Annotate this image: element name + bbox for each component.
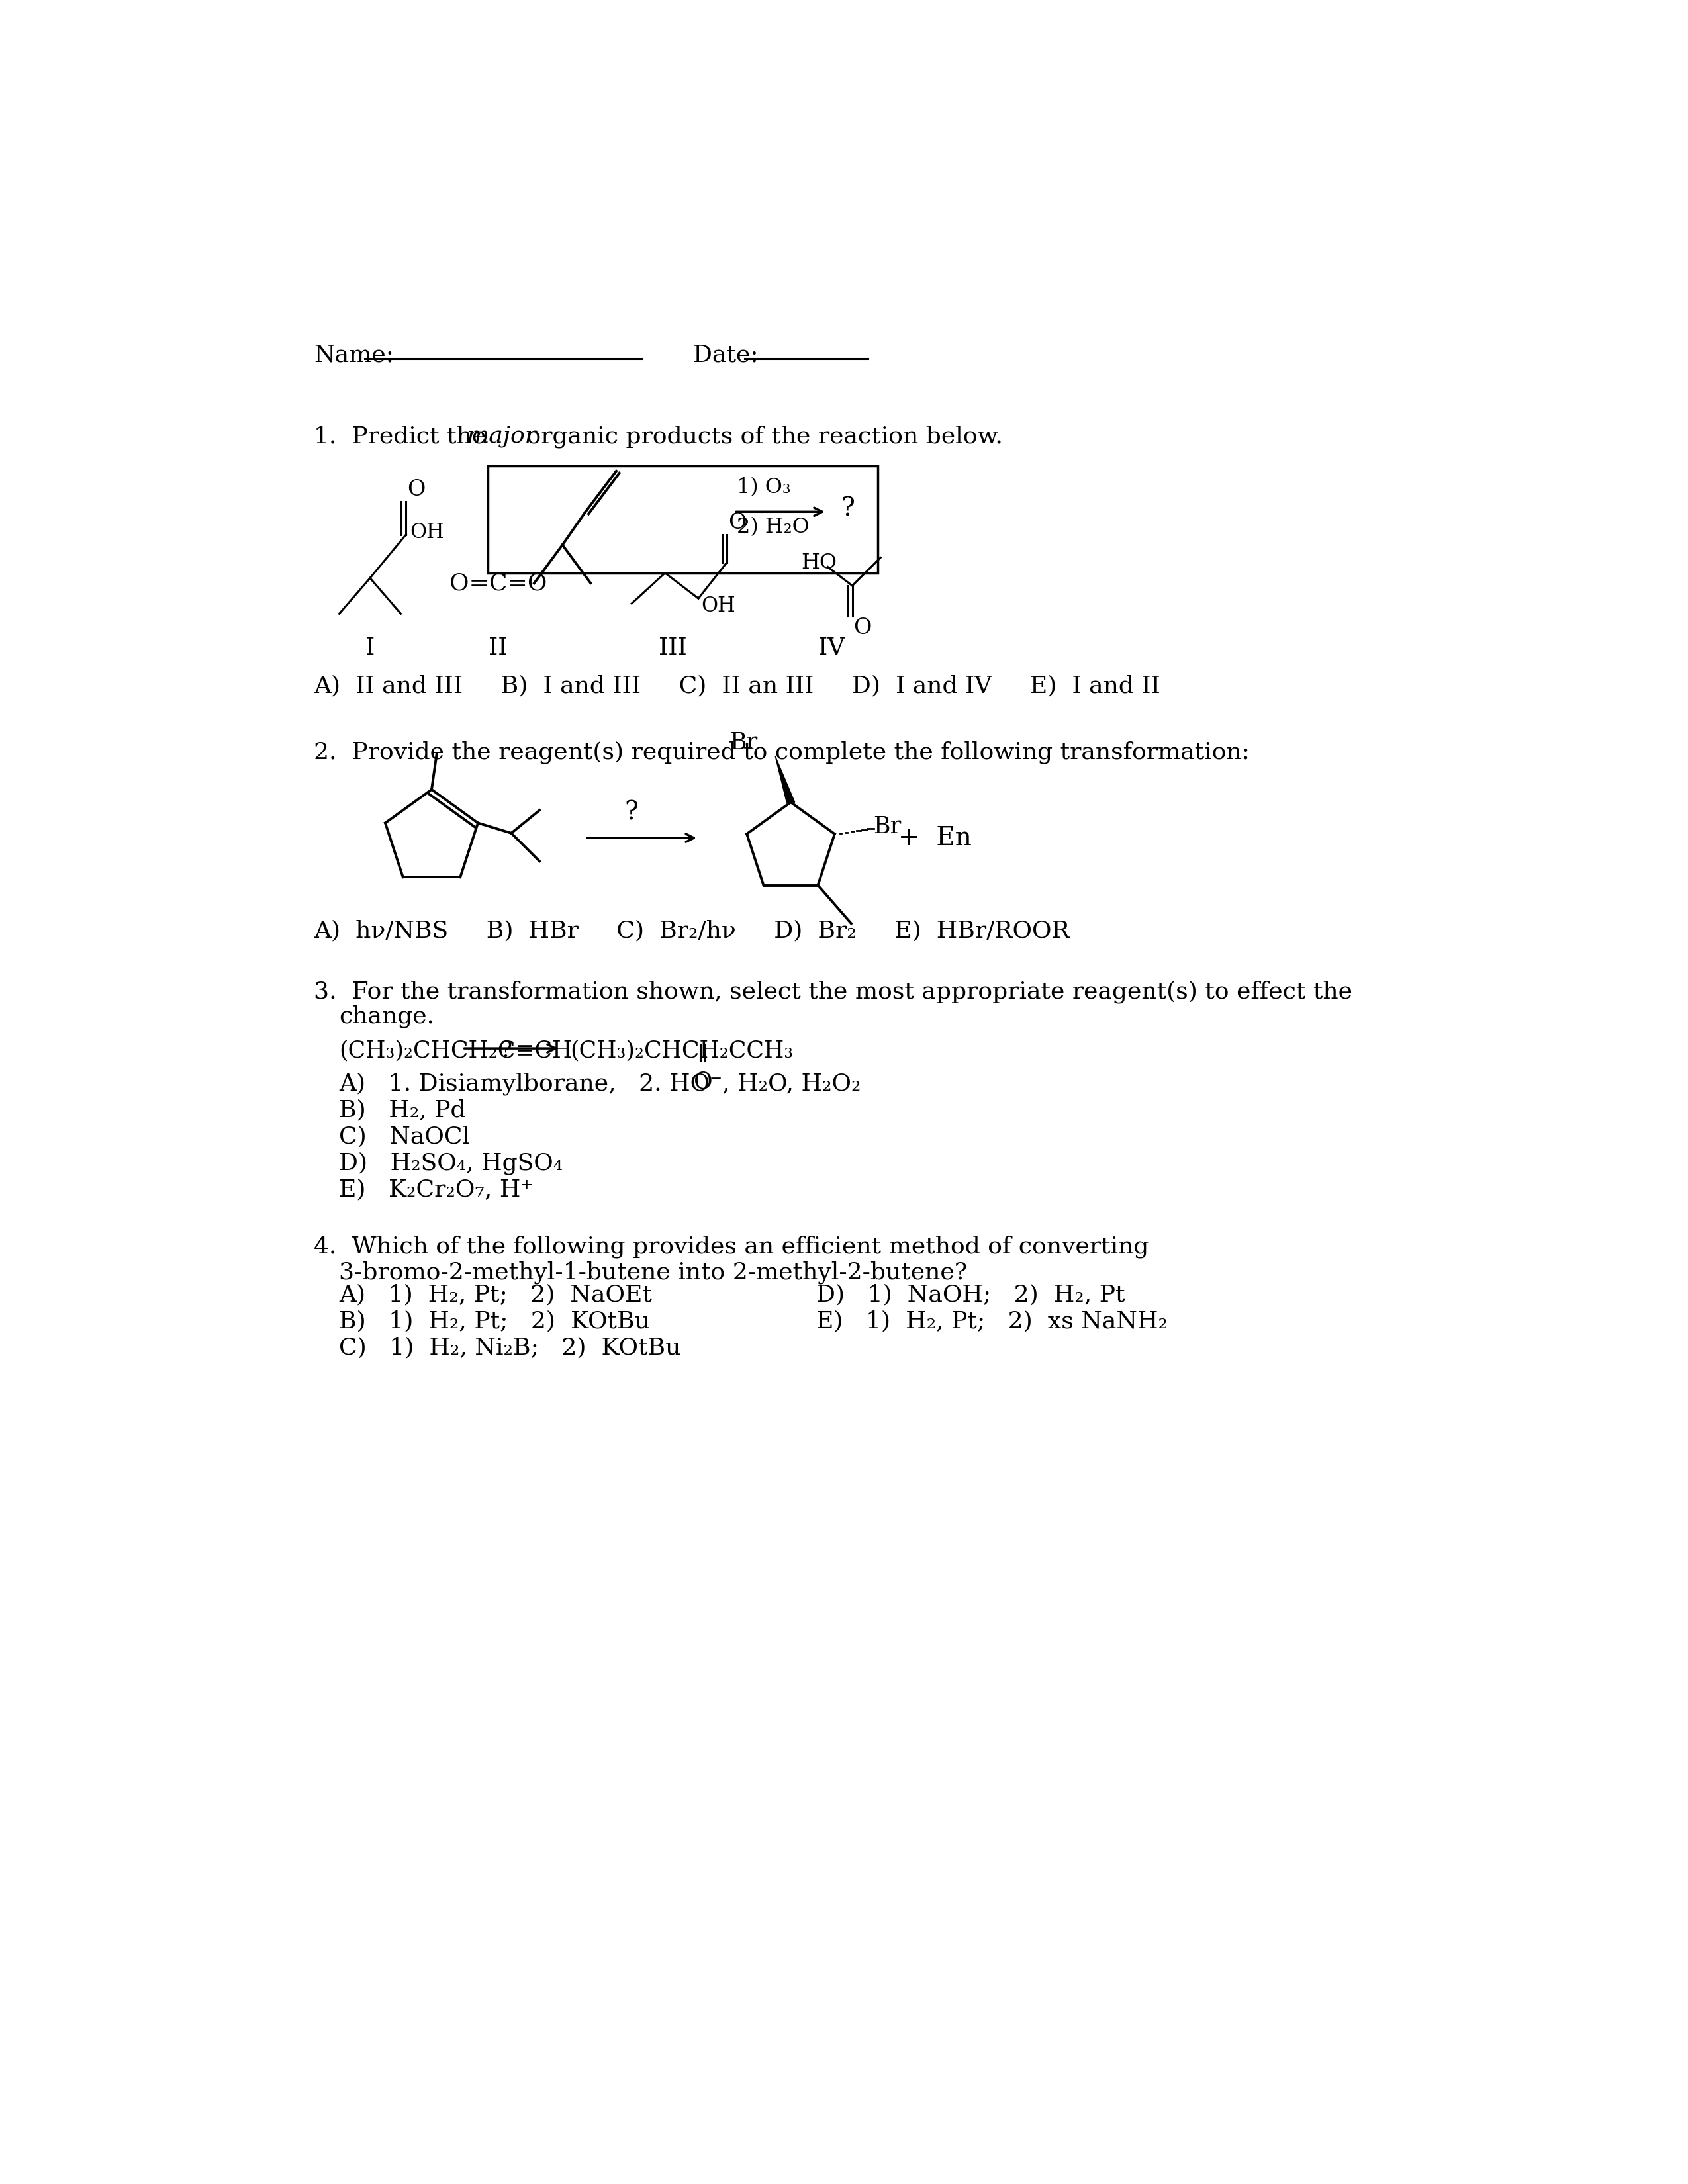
- Text: OH: OH: [410, 522, 444, 542]
- Text: Date:: Date:: [694, 343, 758, 367]
- Text: O: O: [694, 1070, 712, 1094]
- Text: E)   K₂Cr₂O₇, H⁺: E) K₂Cr₂O₇, H⁺: [339, 1179, 533, 1201]
- Text: 2.  Provide the reagent(s) required to complete the following transformation:: 2. Provide the reagent(s) required to co…: [314, 740, 1249, 764]
- Text: O: O: [728, 511, 746, 533]
- Text: B)   H₂, Pd: B) H₂, Pd: [339, 1099, 466, 1120]
- Text: Br: Br: [873, 815, 901, 836]
- Text: organic products of the reaction below.: organic products of the reaction below.: [518, 426, 1003, 448]
- Bar: [488, 465, 878, 572]
- Text: O=C=O: O=C=O: [449, 572, 547, 594]
- Text: O: O: [407, 478, 425, 500]
- Text: II: II: [490, 638, 508, 660]
- Text: (CH₃)₂CHCH₂CCH₃: (CH₃)₂CHCH₂CCH₃: [571, 1040, 793, 1061]
- Text: 3-bromo-2-methyl-1-butene into 2-methyl-2-butene?: 3-bromo-2-methyl-1-butene into 2-methyl-…: [339, 1260, 967, 1284]
- Text: OH: OH: [701, 596, 734, 616]
- Text: D)   H₂SO₄, HgSO₄: D) H₂SO₄, HgSO₄: [339, 1151, 564, 1175]
- Text: HO: HO: [802, 553, 837, 572]
- Text: C)   1)  H₂, Ni₂B;   2)  KOtBu: C) 1) H₂, Ni₂B; 2) KOtBu: [339, 1337, 680, 1358]
- Polygon shape: [775, 756, 795, 802]
- Text: D)   1)  NaOH;   2)  H₂, Pt: D) 1) NaOH; 2) H₂, Pt: [817, 1284, 1126, 1306]
- Text: B)   1)  H₂, Pt;   2)  KOtBu: B) 1) H₂, Pt; 2) KOtBu: [339, 1310, 650, 1332]
- Text: A)  II and III     B)  I and III     C)  II an III     D)  I and IV     E)  I an: A) II and III B) I and III C) II an III …: [314, 675, 1160, 697]
- Text: ?: ?: [625, 802, 638, 826]
- Text: Br: Br: [729, 732, 758, 753]
- Text: (CH₃)₂CHCH₂C≡CH: (CH₃)₂CHCH₂C≡CH: [339, 1040, 572, 1061]
- Text: major: major: [466, 426, 537, 448]
- Text: change.: change.: [339, 1005, 436, 1029]
- Text: ?: ?: [841, 498, 854, 522]
- Text: +  En: + En: [898, 826, 972, 850]
- Text: E)   1)  H₂, Pt;   2)  xs NaNH₂: E) 1) H₂, Pt; 2) xs NaNH₂: [817, 1310, 1168, 1332]
- Text: 1) O₃: 1) O₃: [738, 476, 792, 498]
- Text: 2) H₂O: 2) H₂O: [738, 518, 810, 537]
- Text: 1.  Predict the: 1. Predict the: [314, 426, 493, 448]
- Text: III: III: [658, 638, 687, 660]
- Text: A)  hν/NBS     B)  HBr     C)  Br₂/hν     D)  Br₂     E)  HBr/ROOR: A) hν/NBS B) HBr C) Br₂/hν D) Br₂ E) HBr…: [314, 919, 1070, 941]
- Text: 3.  For the transformation shown, select the most appropriate reagent(s) to effe: 3. For the transformation shown, select …: [314, 981, 1352, 1002]
- Text: I: I: [365, 638, 375, 660]
- Text: O: O: [854, 618, 871, 638]
- Text: IV: IV: [819, 638, 846, 660]
- Text: 4.  Which of the following provides an efficient method of converting: 4. Which of the following provides an ef…: [314, 1236, 1148, 1258]
- Text: Name:: Name:: [314, 343, 393, 367]
- Text: C)   NaOCl: C) NaOCl: [339, 1125, 471, 1149]
- Text: A)   1)  H₂, Pt;   2)  NaOEt: A) 1) H₂, Pt; 2) NaOEt: [339, 1284, 652, 1306]
- Text: A)   1. Disiamylborane,   2. HO⁻, H₂O, H₂O₂: A) 1. Disiamylborane, 2. HO⁻, H₂O, H₂O₂: [339, 1072, 861, 1094]
- Text: ?: ?: [500, 1040, 511, 1061]
